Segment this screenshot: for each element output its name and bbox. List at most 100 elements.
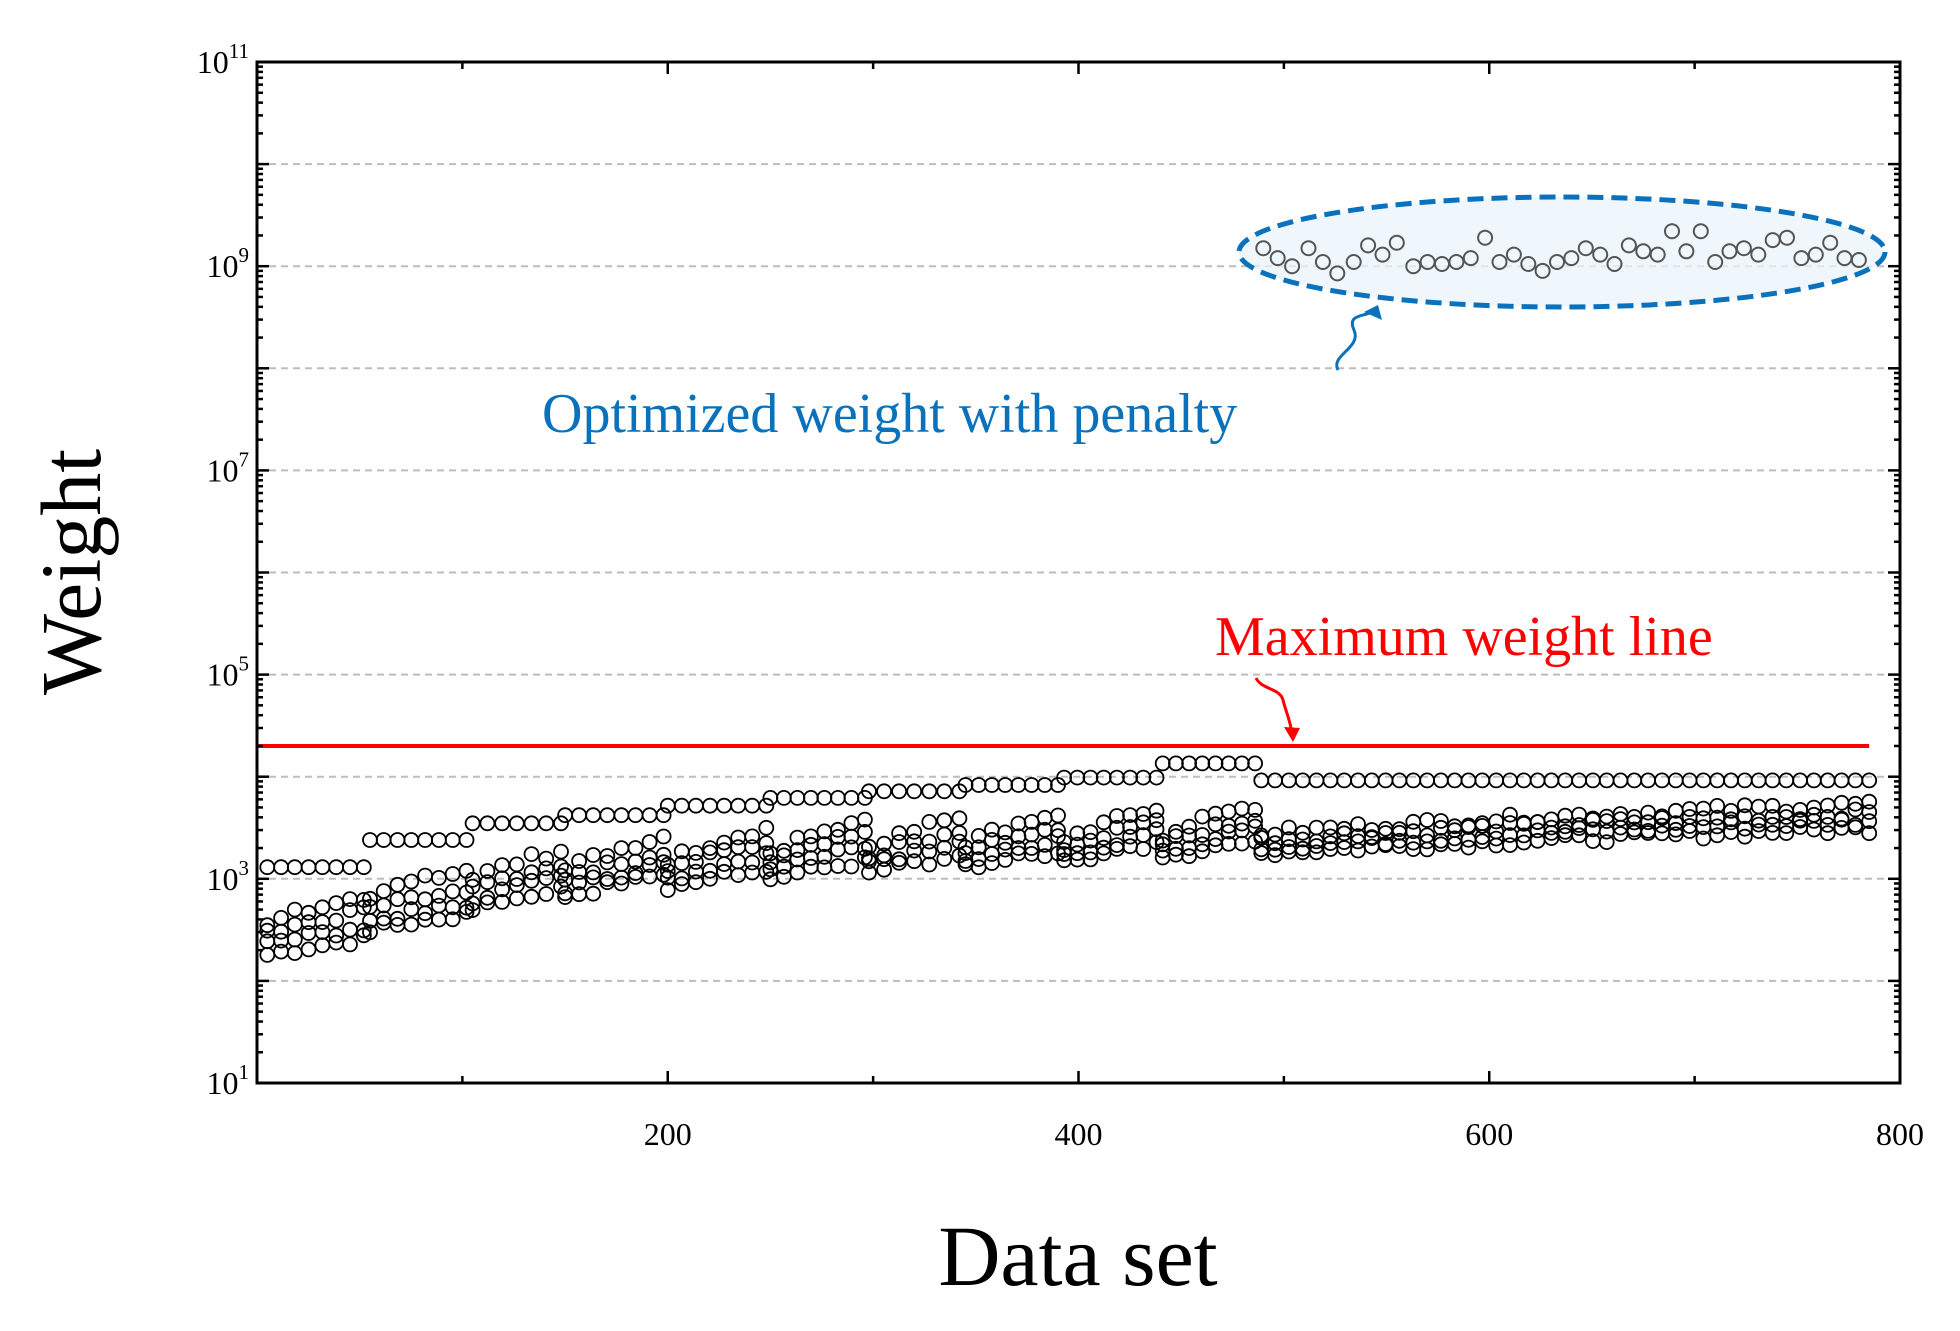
data-point [1861,793,1878,810]
data-point [984,821,1000,838]
data-point [613,840,630,856]
data-point [1640,823,1656,839]
data-point [328,927,345,944]
x-tick-label: 200 [644,1116,692,1152]
data-point [730,797,747,814]
data-point [1515,772,1532,789]
data-point [444,883,461,900]
data-point [921,856,938,873]
data-point [891,825,907,842]
tick-layer [257,60,1900,1085]
data-point [494,881,511,898]
data-point [1750,772,1767,789]
data-point [1585,772,1601,789]
data-point [843,815,860,831]
data-point [641,834,658,850]
data-point [300,859,317,876]
data-point [655,828,672,845]
data-point [1322,772,1339,789]
data-point [1036,837,1053,853]
data-point [273,923,290,940]
penalty-data-point [1678,243,1695,260]
data-point [1207,805,1224,822]
data-point [1234,835,1250,852]
data-point [538,870,555,886]
data-point [538,815,555,832]
data-point [479,889,496,906]
data-point [1681,809,1698,825]
data-point [716,797,732,814]
data-point [1181,848,1197,865]
data-point [1557,772,1574,789]
data-point [816,790,833,806]
data-point [1433,832,1449,849]
data-point [1819,817,1836,833]
data-point [1598,772,1615,789]
data-point [362,832,378,848]
data-point [1267,826,1283,843]
data-point [389,876,406,893]
data-point [286,945,303,961]
data-point [430,832,447,848]
data-point [1750,798,1767,815]
penalty-data-point [1549,254,1565,270]
y-tick-label: 101 [207,1060,250,1101]
data-point [1220,755,1237,772]
data-point [730,853,747,870]
data-point [1764,825,1781,841]
data-point [523,815,540,832]
data-point [1736,808,1753,825]
data-point [1723,772,1739,789]
data-point [702,862,718,879]
data-point [300,941,317,958]
data-point [1036,777,1053,793]
data-point [776,790,792,806]
data-point [1543,772,1560,789]
data-point [673,870,690,887]
data-point [1433,836,1449,853]
data-point [776,842,792,859]
data-point [758,819,775,836]
data-point [1308,772,1325,789]
penalty-data-point [1269,250,1286,267]
data-point [1294,772,1311,789]
data-point [1419,772,1435,789]
data-point [1764,797,1781,814]
data-point [464,878,481,895]
x-tick-label: 600 [1465,1116,1513,1152]
data-point [375,897,392,914]
data-point [314,937,331,954]
data-point [1778,825,1795,841]
data-point [627,840,644,856]
data-point [342,921,358,938]
data-point [1350,772,1366,789]
data-point [1148,812,1165,829]
y-tick-label: 1011 [197,39,249,80]
data-point [1095,830,1112,846]
data-point [803,790,819,806]
data-point [1247,755,1263,772]
data-point [286,859,303,876]
penalty-data-point [1505,246,1522,263]
data-point [984,846,1000,862]
data-point [444,832,461,848]
data-point [1234,800,1250,817]
data-point [1194,755,1211,772]
data-point [1135,827,1152,843]
penalty-data-point [1405,258,1422,275]
data-point [362,890,378,907]
data-point [803,850,819,866]
penalty-data-point [1563,250,1580,267]
data-point [571,807,587,824]
data-point [921,783,938,800]
data-point [1736,828,1753,845]
data-point [1626,809,1643,825]
data-point [891,851,907,868]
data-point [1861,813,1878,830]
data-point [659,856,676,873]
penalty-ellipse [1236,194,1888,310]
data-point [1819,825,1836,842]
penalty-data-point [1793,250,1810,267]
data-point [906,853,923,870]
data-point [876,851,892,868]
